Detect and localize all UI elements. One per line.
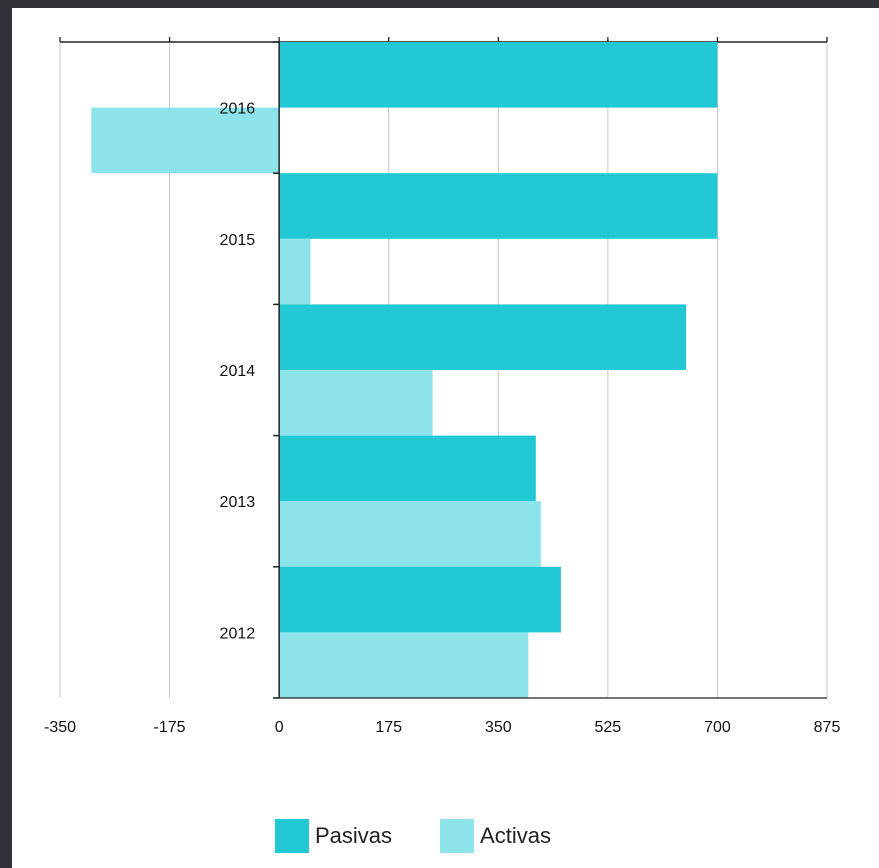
- bar-activas-2012: [279, 632, 529, 698]
- chart-legend: Pasivas Activas: [275, 818, 599, 854]
- bar-pasivas-2015: [279, 173, 718, 239]
- category-label-2016: 2016: [220, 101, 256, 118]
- bar-pasivas-2016: [279, 42, 718, 108]
- chart-panel: 2016 2015 2014 2013 2012 -350 -175 0 175 350 525 70…: [12, 8, 879, 868]
- bar-activas-2013: [279, 501, 541, 567]
- x-tick-label-1: -175: [154, 719, 186, 736]
- category-label-2013: 2013: [220, 494, 256, 511]
- bar-chart: 2016 2015 2014 2013 2012 -350 -175 0 175 350 525 70…: [44, 37, 841, 736]
- bar-pasivas-2013: [279, 435, 536, 502]
- legend-label-pasivas: Pasivas: [315, 823, 393, 848]
- bar-pasivas-2012: [279, 566, 561, 633]
- x-tick-label-5: 525: [595, 719, 622, 736]
- legend-item-activas[interactable]: Activas: [440, 819, 551, 853]
- bar-activas-2015: [279, 238, 311, 305]
- bar-activas-2016: [91, 107, 280, 174]
- category-label-2015: 2015: [220, 232, 256, 249]
- x-tick-label-2: 0: [275, 719, 284, 736]
- legend-swatch-pasivas: [275, 819, 309, 853]
- legend-swatch-activas: [440, 819, 475, 853]
- legend-item-pasivas[interactable]: Pasivas: [275, 819, 392, 853]
- x-tick-label-6: 700: [704, 719, 731, 736]
- legend-label-activas: Activas: [480, 823, 551, 848]
- bar-pasivas-2014: [279, 304, 687, 370]
- category-label-2012: 2012: [220, 625, 256, 642]
- x-tick-label-0: -350: [44, 719, 76, 736]
- x-tick-label-7: 875: [814, 719, 841, 736]
- x-tick-label-3: 175: [375, 719, 402, 736]
- bar-activas-2014: [279, 370, 433, 436]
- x-tick-label-4: 350: [485, 719, 512, 736]
- category-label-2014: 2014: [220, 363, 256, 380]
